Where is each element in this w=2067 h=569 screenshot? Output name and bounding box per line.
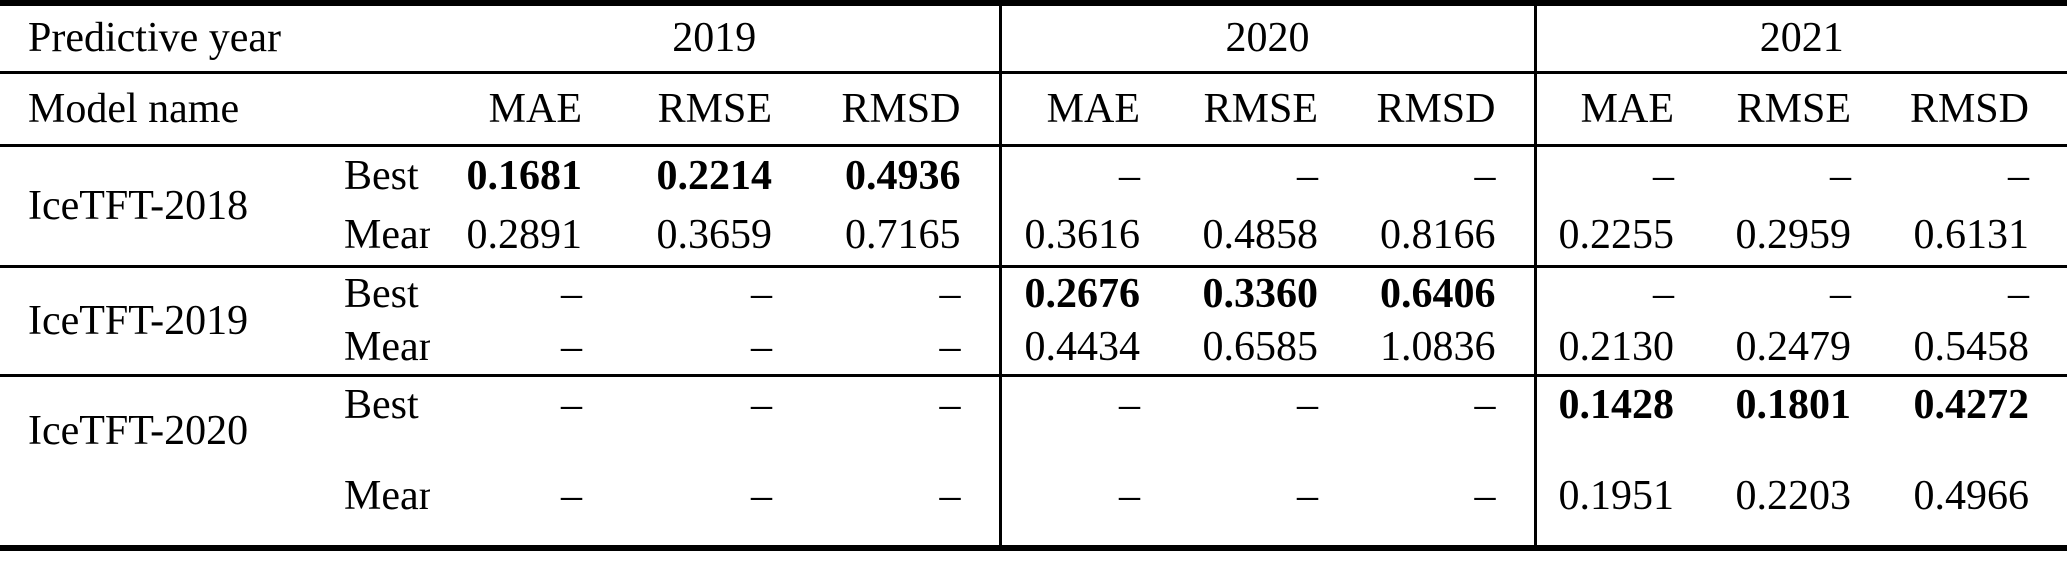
value-cell: 0.5458 [1889, 321, 2067, 377]
year-header-2020: 2020 [1000, 3, 1537, 74]
value-cell: – [1830, 271, 1852, 318]
table-row-header-metrics: Model name MAE RMSE RMSD MAE RMSE RMSD M… [0, 72, 2067, 147]
value-cell: – [1297, 382, 1319, 429]
model-name-icetft-2018: IceTFT-2018 [0, 145, 320, 268]
metric-header-rmse-2021: RMSE [1712, 72, 1890, 147]
metric-header-rmsd-2019: RMSD [810, 72, 1002, 147]
value-cell: 1.0836 [1356, 321, 1537, 377]
model-name-icetft-2020: IceTFT-2020 [28, 407, 249, 454]
best-label: Best [344, 382, 419, 429]
value-cell: 0.1681 [466, 153, 583, 200]
value-cell: 0.3360 [1202, 271, 1319, 318]
value-cell: – [430, 321, 621, 377]
best-label: Best [344, 153, 419, 200]
value-cell: 0.8166 [1356, 206, 1537, 268]
value-cell: – [751, 271, 773, 318]
table-row-icetft2019-best: IceTFT-2019 Best – – – 0.2676 0.3360 0.6… [0, 266, 2067, 377]
value-cell: – [751, 382, 773, 429]
model-name-icetft-2019: IceTFT-2019 [0, 266, 320, 377]
value-cell: 0.1801 [1735, 382, 1852, 429]
value-cell: – [1356, 434, 1537, 548]
value-cell: – [561, 473, 583, 519]
value-cell: 0.4966 [1913, 473, 2030, 519]
value-cell: – [810, 266, 1002, 321]
value-cell: 0.4936 [810, 145, 1002, 206]
metric-header-mae-2021: MAE [1535, 72, 1713, 147]
value-cell: 0.2959 [1712, 206, 1890, 268]
value-cell: – [1653, 153, 1675, 200]
value-cell: 0.1951 [1558, 473, 1675, 519]
metric-header-rmsd-2020: RMSD [1356, 72, 1537, 147]
value-cell: – [1830, 153, 1852, 200]
results-table: Predictive year 2019 2020 2021 Model nam… [0, 0, 2067, 551]
model-name-label: Model name [0, 72, 431, 147]
value-cell: 0.6131 [1889, 206, 2067, 268]
table-row-icetft2020-mean: Mean – – – – – – 0.1951 0.2203 0.4966 [0, 434, 2067, 548]
value-cell: – [2008, 153, 2030, 200]
value-cell: 0.6585 [1178, 321, 1357, 377]
value-cell: – [1297, 473, 1319, 519]
table-row-icetft2020-best: IceTFT-2020 Best – – – – – – 0.1428 0.18… [0, 375, 2067, 454]
value-cell: – [1119, 382, 1141, 429]
value-cell: – [1119, 473, 1141, 519]
value-cell: 0.2203 [1735, 473, 1852, 519]
predictive-year-label: Predictive year [0, 3, 431, 74]
value-cell: 0.4858 [1178, 206, 1357, 268]
value-cell: 0.2214 [656, 153, 773, 200]
value-cell: 0.3616 [1000, 206, 1179, 268]
value-cell: 0.2255 [1535, 206, 1713, 268]
metric-header-rmse-2020: RMSE [1178, 72, 1357, 147]
value-cell: 0.2676 [1024, 271, 1141, 318]
value-cell: – [810, 434, 1002, 548]
table-row-icetft2019-mean: Mean – – – 0.4434 0.6585 1.0836 0.2130 0… [0, 321, 2067, 377]
value-cell: – [1356, 145, 1537, 206]
value-cell: – [1119, 153, 1141, 200]
year-header-2021: 2021 [1535, 3, 2067, 74]
value-cell: – [561, 271, 583, 318]
mean-label: Mean [320, 206, 431, 268]
metric-header-mae-2020: MAE [1000, 72, 1179, 147]
table-row-icetft2018-mean: Mean 0.2891 0.3659 0.7165 0.3616 0.4858 … [0, 206, 2067, 268]
value-cell: 0.2130 [1535, 321, 1713, 377]
table-row-icetft2018-best: IceTFT-2018 Best 0.1681 0.2214 0.4936 – … [0, 145, 2067, 268]
value-cell: 0.4272 [1913, 382, 2030, 429]
value-cell: 0.2891 [430, 206, 621, 268]
mean-label: Mean [320, 321, 431, 377]
metric-header-rmsd-2021: RMSD [1889, 72, 2067, 147]
value-cell: 0.4434 [1000, 321, 1179, 377]
metric-header-rmse-2019: RMSE [620, 72, 811, 147]
value-cell: – [1356, 375, 1537, 434]
value-cell: – [1297, 153, 1319, 200]
value-cell: 0.3659 [620, 206, 811, 268]
value-cell: 0.7165 [810, 206, 1002, 268]
value-cell: – [620, 321, 811, 377]
value-cell: 0.6406 [1356, 266, 1537, 321]
metric-header-mae-2019: MAE [430, 72, 621, 147]
value-cell: – [1653, 271, 1675, 318]
value-cell: – [810, 375, 1002, 434]
value-cell: – [2008, 271, 2030, 318]
value-cell: 0.2479 [1712, 321, 1890, 377]
table-row-header-years: Predictive year 2019 2020 2021 [0, 3, 2067, 74]
year-header-2019: 2019 [430, 3, 1002, 74]
mean-label: Mean [344, 473, 430, 519]
value-cell: – [810, 321, 1002, 377]
best-label: Best [344, 271, 419, 318]
value-cell: – [751, 473, 773, 519]
value-cell: – [561, 382, 583, 429]
value-cell: 0.1428 [1558, 382, 1675, 429]
